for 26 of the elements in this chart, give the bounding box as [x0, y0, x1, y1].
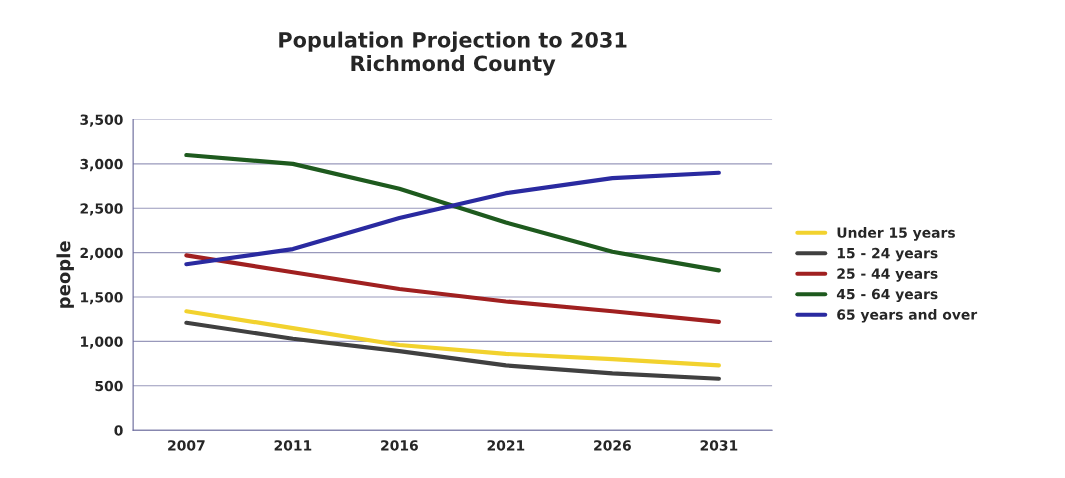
x-tick-label: 2016: [381, 440, 418, 451]
y-tick-label: 2,500: [80, 203, 123, 216]
legend-label: 65 years and over: [837, 309, 978, 323]
legend-label: 45 - 64 years: [836, 288, 938, 303]
line-series: [184, 170, 721, 267]
x-tick-label: 2021: [487, 440, 525, 451]
line-series: [184, 320, 721, 381]
y-tick-label: 0: [114, 425, 123, 436]
y-tick-label: 1,000: [81, 336, 123, 349]
y-tick-label: 3,500: [80, 114, 123, 127]
chart-title: Population Projection to 2031 Richmond County: [279, 31, 627, 76]
legend-label: Under 15 years: [837, 227, 955, 241]
x-tick-label: 2011: [274, 440, 312, 451]
line-series: [184, 253, 721, 324]
line-series: [184, 152, 721, 273]
x-tick-label: 2007: [168, 440, 205, 451]
y-axis-title: people: [56, 241, 74, 308]
y-tick-label: 1,500: [81, 292, 123, 305]
y-tick-label: 500: [95, 380, 123, 392]
y-tick-label: 3,000: [80, 158, 123, 172]
legend-label: 15 - 24 years: [837, 247, 938, 262]
x-tick-label: 2031: [700, 440, 738, 451]
legend-label: 25 - 44 years: [837, 268, 938, 282]
line-series: [184, 309, 721, 368]
x-tick-label: 2026: [594, 440, 631, 451]
y-tick-label: 2,000: [80, 247, 123, 260]
